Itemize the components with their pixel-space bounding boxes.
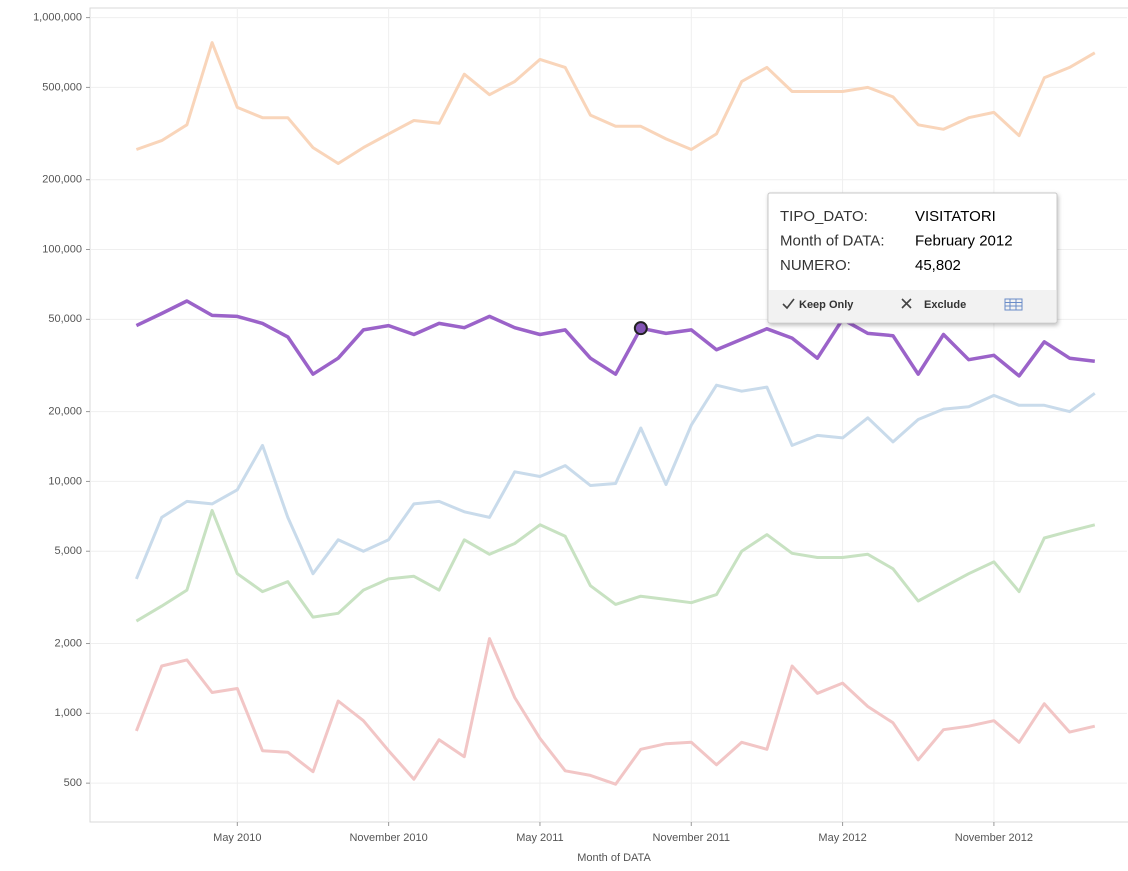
tooltip-action[interactable]: Exclude (924, 299, 966, 311)
series-line (135, 383, 1096, 580)
x-tick-label: November 2011 (653, 832, 730, 844)
y-tick-label: 500 (64, 777, 82, 789)
x-tick-label: May 2012 (818, 832, 866, 844)
y-tick-label: 50,000 (48, 313, 82, 325)
y-tick-label: 200,000 (42, 174, 82, 186)
tooltip-label: TIPO_DATO: (780, 208, 868, 225)
tooltip-action[interactable]: Keep Only (799, 299, 854, 311)
y-tick-label: 100,000 (42, 243, 82, 255)
series-line (135, 41, 1096, 165)
tooltip-value: 45,802 (915, 257, 961, 274)
x-axis-label: Month of DATA (577, 852, 651, 864)
tooltip-label: NUMERO: (780, 257, 851, 274)
series-line (135, 299, 1096, 378)
y-tick-label: 5,000 (54, 545, 82, 557)
tooltip-label: Month of DATA: (780, 232, 884, 249)
x-tick-label: May 2010 (213, 832, 261, 844)
y-tick-label: 1,000,000 (33, 12, 82, 24)
series-line (135, 508, 1096, 623)
plot-frame (89, 7, 1128, 823)
tooltip-value: VISITATORI (915, 208, 996, 225)
x-icon (901, 298, 912, 309)
series-line (135, 637, 1096, 786)
tooltip-value: February 2012 (915, 232, 1013, 249)
x-tick-label: November 2010 (349, 832, 427, 844)
x-tick-label: November 2012 (955, 832, 1033, 844)
tooltip: TIPO_DATO: VISITATORI Month of DATA: Februa… (767, 192, 1058, 324)
y-tick-label: 2,000 (54, 637, 82, 649)
y-tick-label: 500,000 (42, 81, 82, 93)
x-tick-label: May 2011 (516, 832, 564, 844)
y-tick-label: 10,000 (48, 475, 82, 487)
y-tick-label: 20,000 (48, 406, 82, 418)
hover-point (633, 321, 648, 336)
check-icon (782, 298, 795, 310)
view-data-icon[interactable] (1004, 298, 1023, 311)
y-tick-label: 1,000 (54, 707, 82, 719)
